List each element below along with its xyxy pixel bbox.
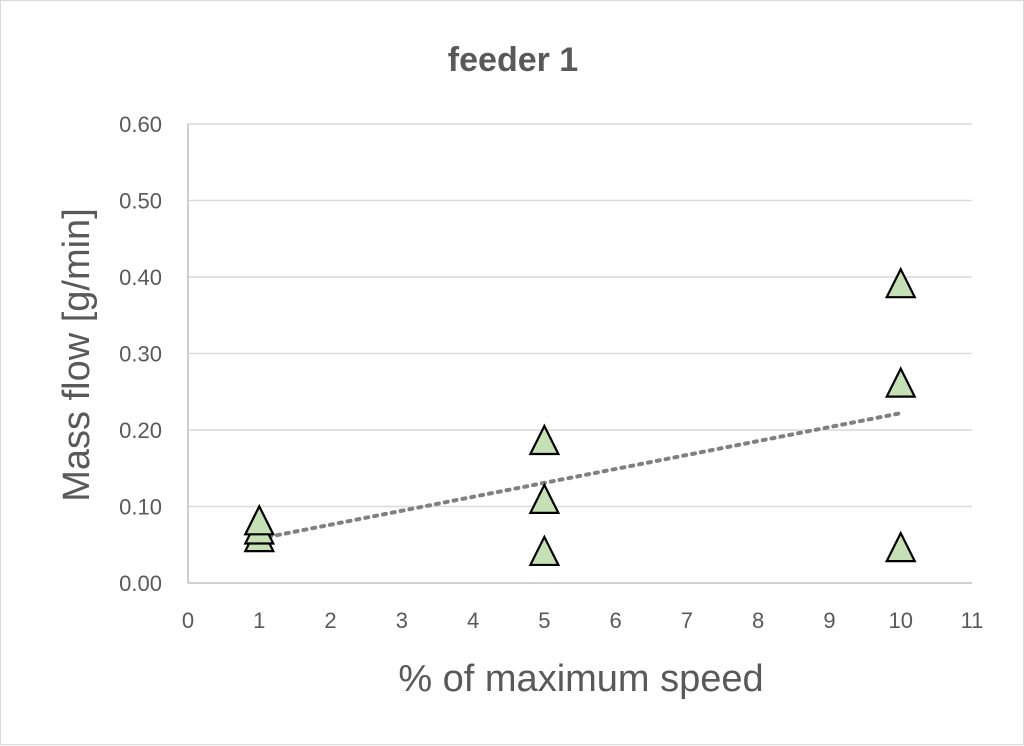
y-tick-label: 0.10: [119, 495, 162, 520]
x-tick-label: 11: [961, 608, 984, 633]
x-tick-label: 0: [182, 608, 194, 633]
y-tick-label: 0.00: [119, 571, 162, 596]
x-tick-label: 7: [681, 608, 693, 633]
x-axis-label: % of maximum speed: [398, 658, 763, 700]
triangle-marker: [884, 530, 917, 563]
x-tick-label: 2: [324, 608, 336, 633]
linear-trendline: [257, 411, 903, 541]
x-tick-label: 1: [253, 608, 265, 633]
grid-lines: [188, 123, 972, 508]
triangle-marker: [884, 266, 917, 299]
y-tick-label: 0.40: [119, 265, 162, 290]
trendline-layer: [257, 411, 903, 541]
triangle-marker: [528, 482, 561, 515]
triangle-marker: [528, 534, 561, 567]
x-tick-label: 6: [610, 608, 622, 633]
x-tick-label: 4: [467, 608, 479, 633]
y-tick-label: 0.30: [119, 342, 162, 367]
triangle-marker: [243, 503, 276, 536]
x-tick-label: 5: [538, 608, 550, 633]
x-tick-label: 10: [888, 608, 912, 633]
chart-title: feeder 1: [448, 41, 578, 79]
triangle-marker: [884, 366, 917, 398]
y-tick-label: 0.60: [119, 112, 162, 137]
y-axis-label: Mass flow [g/min]: [56, 208, 98, 502]
x-tick-label: 8: [752, 608, 764, 633]
x-tick-label: 3: [396, 608, 408, 633]
x-tick-labels: 0 1 2 3 4 5 6 7 8 9 10 11: [182, 608, 984, 633]
triangle-marker: [528, 423, 561, 456]
data-points: [243, 266, 917, 567]
axes: [187, 124, 972, 584]
y-tick-label: 0.20: [119, 418, 162, 443]
x-tick-label: 9: [823, 608, 835, 633]
y-tick-label: 0.50: [119, 189, 162, 214]
y-tick-labels: 0.00 0.10 0.20 0.30 0.40 0.50 0.60: [119, 112, 162, 596]
